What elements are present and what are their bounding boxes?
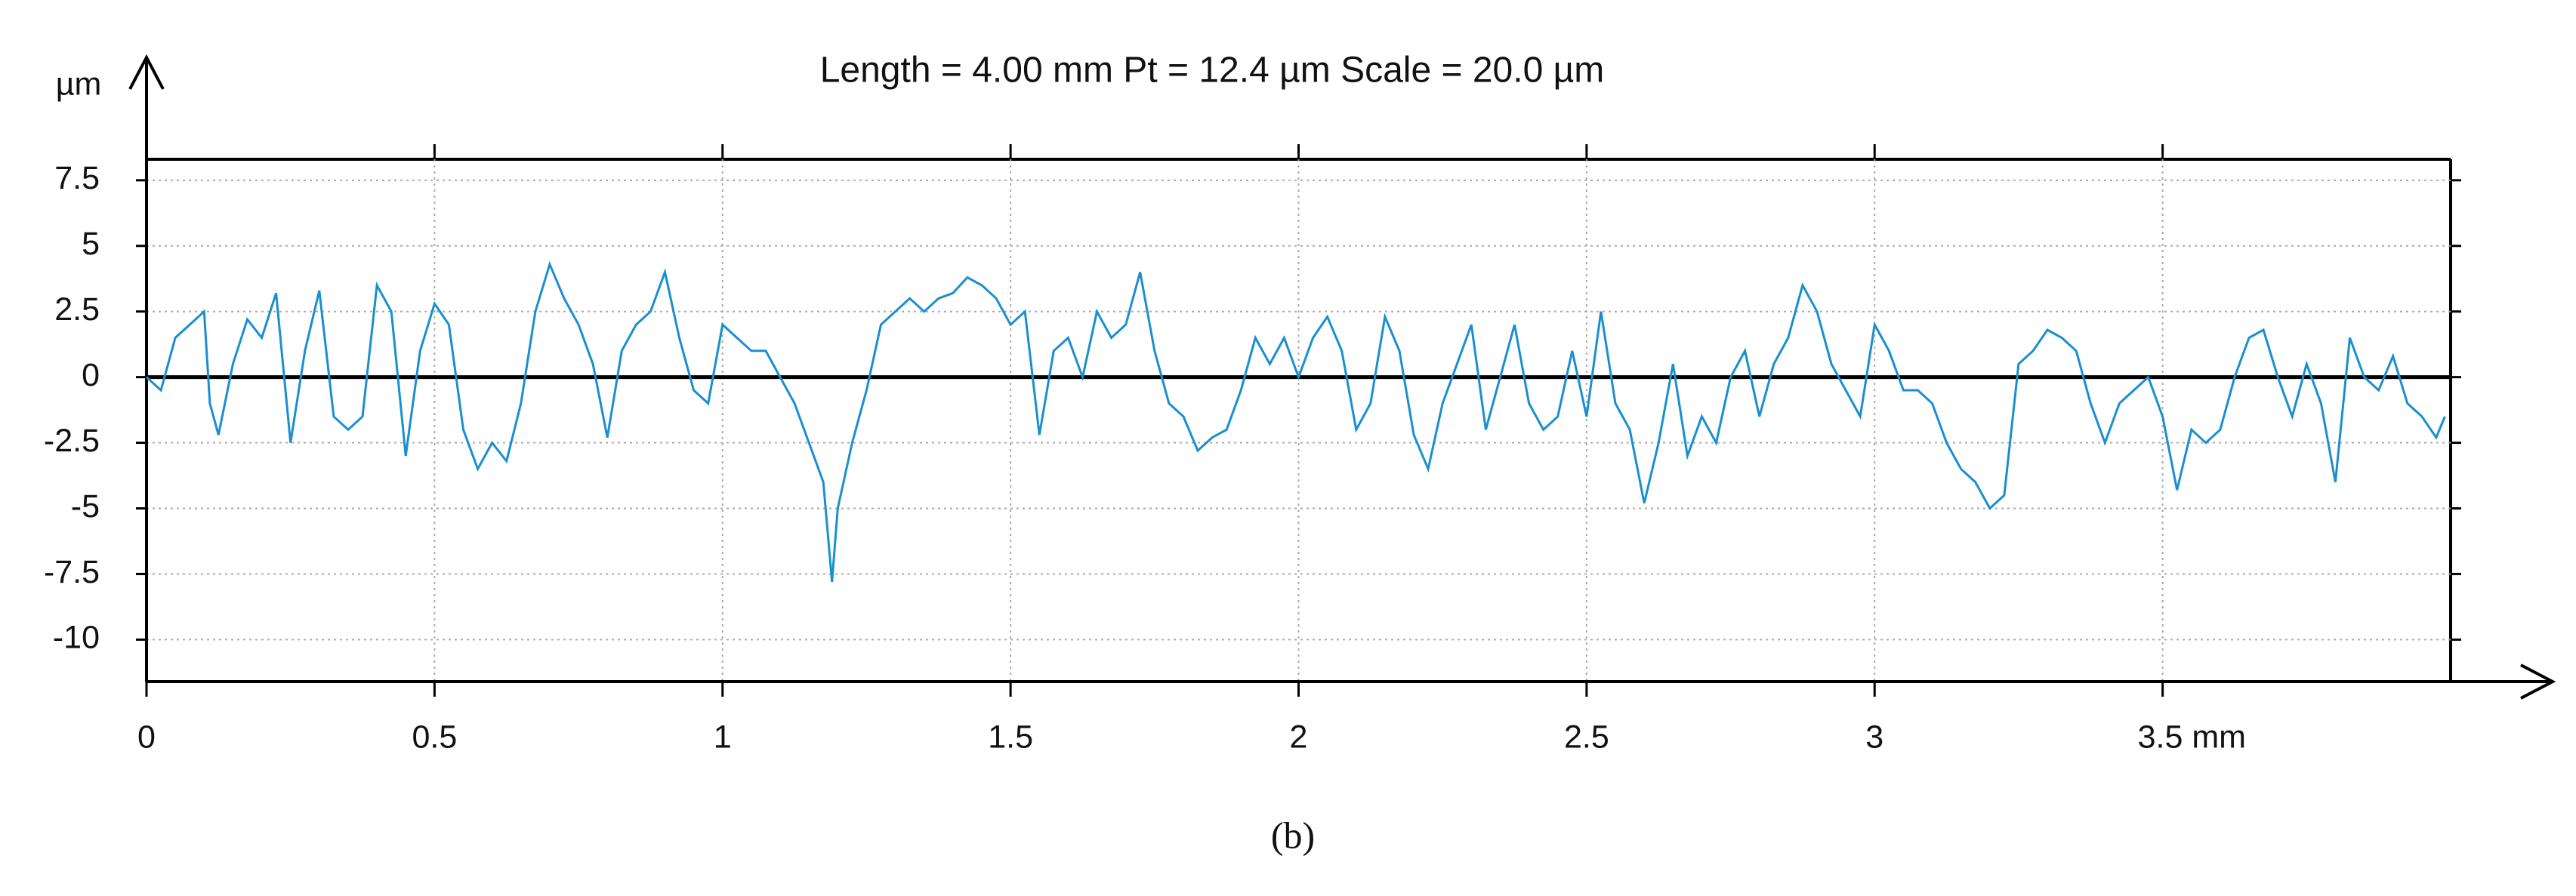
x-tick-label: 1 — [714, 719, 732, 755]
y-tick-label: 7.5 — [54, 160, 100, 196]
y-axis-arrow — [128, 54, 165, 90]
x-axis-arrow — [2520, 664, 2556, 700]
x-tick-label: 0 — [137, 719, 156, 755]
x-tick-label: 0.5 — [412, 719, 457, 755]
x-tick-label: 3.5 mm — [2138, 719, 2246, 755]
y-tick-label: -10 — [53, 620, 100, 656]
x-tick-label: 2 — [1290, 719, 1308, 755]
x-tick-label: 1.5 — [988, 719, 1033, 755]
y-tick-label: 0 — [82, 357, 100, 393]
caption: (b) — [1271, 814, 1315, 856]
y-tick-label: 2.5 — [54, 291, 100, 328]
y-tick-label: -2.5 — [44, 423, 100, 459]
x-tick-label: 2.5 — [1564, 719, 1609, 755]
y-tick-label: 5 — [82, 226, 100, 262]
profile-line — [145, 260, 2446, 583]
chart-title: Length = 4.00 mm Pt = 12.4 µm Scale = 20… — [820, 51, 1605, 91]
x-tick-label: 3 — [1865, 719, 1883, 755]
y-axis-label: µm — [56, 66, 102, 102]
y-tick-label: -5 — [71, 488, 100, 525]
y-tick-label: -7.5 — [44, 554, 100, 590]
